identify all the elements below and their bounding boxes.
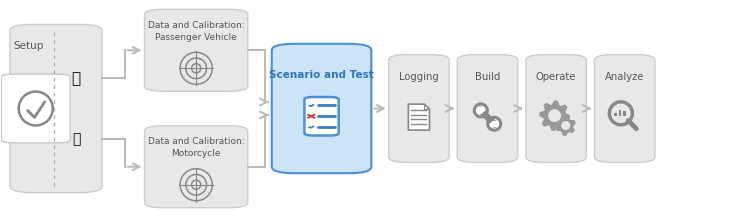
Text: Data and Calibration:
Motorcycle: Data and Calibration: Motorcycle [148,138,245,158]
Ellipse shape [549,110,560,121]
Polygon shape [556,116,575,135]
Text: Data and Calibration:
Passenger Vehicle: Data and Calibration: Passenger Vehicle [148,21,245,42]
Text: Scenario and Test: Scenario and Test [269,70,374,80]
Text: 🚗: 🚗 [72,71,81,86]
FancyBboxPatch shape [1,74,70,143]
FancyBboxPatch shape [474,107,488,114]
FancyBboxPatch shape [145,9,248,91]
Ellipse shape [562,122,570,129]
Polygon shape [409,104,429,130]
FancyBboxPatch shape [145,126,248,208]
Polygon shape [540,101,569,130]
Text: Setup: Setup [13,41,44,51]
FancyBboxPatch shape [526,55,586,162]
Text: 🏍: 🏍 [72,132,81,146]
Text: Logging: Logging [399,72,439,82]
FancyBboxPatch shape [614,113,617,116]
FancyBboxPatch shape [623,111,626,116]
Text: Operate: Operate [536,72,576,82]
FancyBboxPatch shape [389,55,449,162]
FancyBboxPatch shape [619,110,621,116]
FancyBboxPatch shape [457,55,518,162]
FancyBboxPatch shape [10,24,102,193]
Text: Analyze: Analyze [605,72,644,82]
FancyBboxPatch shape [272,44,371,173]
FancyBboxPatch shape [487,121,501,127]
FancyBboxPatch shape [304,97,338,136]
FancyBboxPatch shape [594,55,655,162]
Text: Build: Build [475,72,500,82]
